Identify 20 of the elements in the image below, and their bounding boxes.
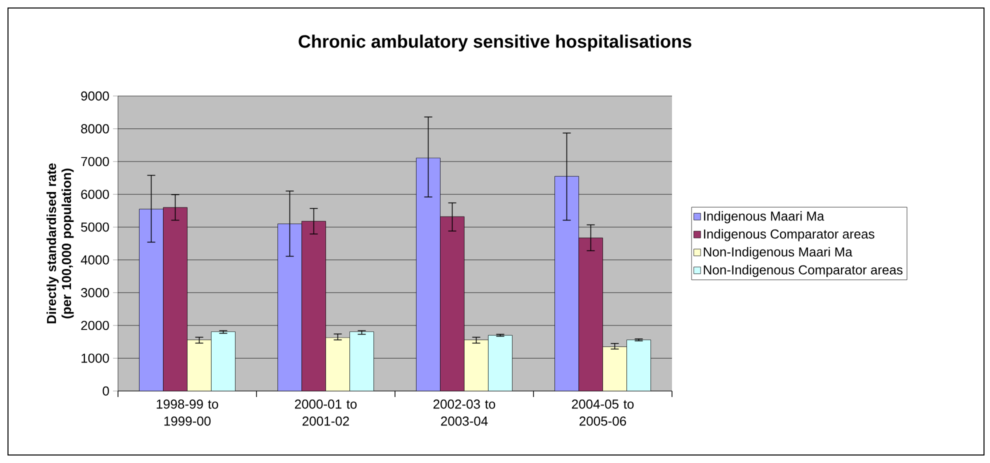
legend-label: Indigenous Comparator areas xyxy=(704,229,874,242)
x-tick-label: 2002-03 to 2003-04 xyxy=(433,400,496,426)
y-tick-label: 4000 xyxy=(80,255,109,264)
y-tick-label: 5000 xyxy=(81,222,109,232)
chart-title: Chronic ambulatory sensitive hospitalisations xyxy=(298,34,692,52)
y-tick-label: 7000 xyxy=(81,156,109,166)
legend-label: Indigenous Maari Ma xyxy=(704,211,824,224)
x-tick-label: 1998-99 to 1999-00 xyxy=(156,400,218,426)
y-tick-label: 0 xyxy=(102,386,109,396)
y-tick-label: 9000 xyxy=(81,91,109,101)
x-tick-label: 2004-05 to 2005-06 xyxy=(572,400,634,426)
y-tick-label: 8000 xyxy=(81,124,109,134)
x-tick-label: 2000-01 to 2001-02 xyxy=(294,400,357,426)
y-tick-label: 1000 xyxy=(82,354,109,363)
legend-label: Non-Indigenous Comparator areas xyxy=(704,264,902,278)
y-tick-label: 3000 xyxy=(81,288,109,298)
y-tick-label: 6000 xyxy=(81,190,109,199)
legend-label: Non-Indigenous Maari Ma xyxy=(704,246,852,260)
y-tick-label: 2000 xyxy=(81,320,109,330)
y-axis-title: Directly standardised rate (per 100,000 population) xyxy=(46,163,74,324)
